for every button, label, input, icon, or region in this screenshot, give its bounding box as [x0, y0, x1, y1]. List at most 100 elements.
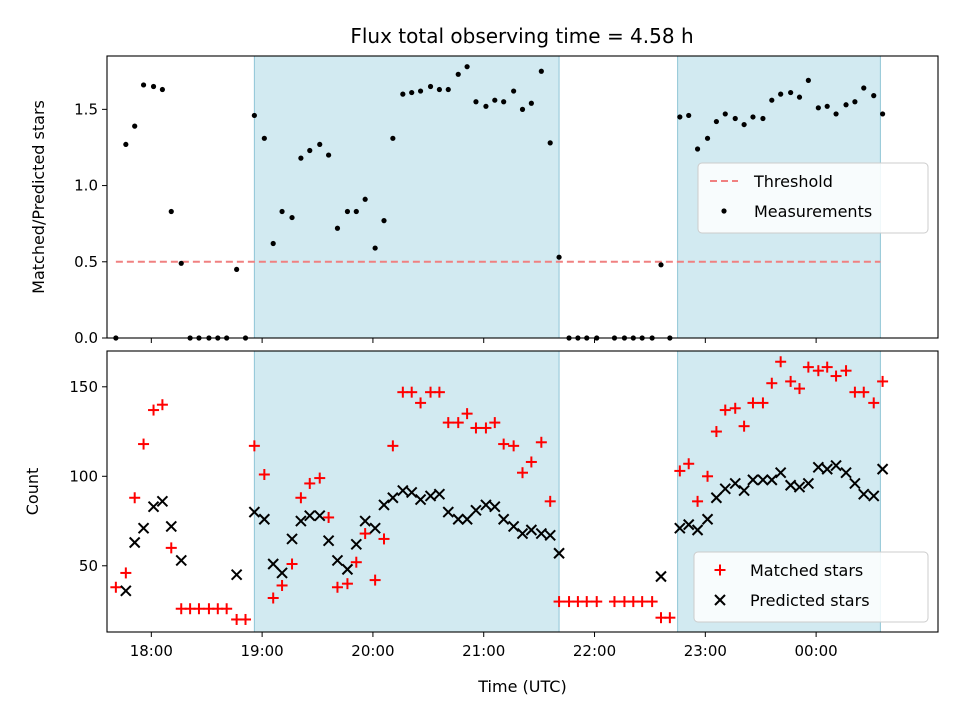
data-point [258, 468, 270, 480]
x-tick-label: 21:00 [462, 642, 505, 660]
data-point [298, 155, 304, 161]
data-point [516, 527, 529, 540]
data-point [775, 356, 787, 368]
data-point [230, 569, 243, 581]
data-point [436, 86, 442, 93]
data-point [414, 493, 427, 506]
data-point [483, 103, 489, 109]
data-point [276, 579, 288, 591]
legend-box [697, 162, 929, 234]
observing-window-band [253, 350, 560, 633]
data-point [861, 85, 867, 91]
data-point [461, 408, 473, 420]
data-point [314, 509, 326, 522]
data-point [880, 111, 886, 117]
data-point [378, 499, 390, 511]
data-point [258, 513, 271, 525]
ratio-legend: Threshold Measurements [697, 162, 929, 234]
data-point [387, 440, 399, 452]
data-point [738, 420, 750, 432]
data-point [417, 88, 424, 94]
data-point [840, 365, 852, 377]
data-point [713, 118, 720, 125]
data-point [796, 94, 803, 100]
data-point [409, 89, 415, 96]
data-point [334, 225, 341, 231]
legend-marker [714, 564, 726, 576]
x-tick-label: 22:00 [573, 642, 616, 660]
y-tick-label: 0.0 [74, 329, 98, 347]
y-tick-label: 1.5 [74, 100, 98, 118]
data-point [760, 115, 766, 122]
data-point [732, 115, 738, 122]
count-panel: 18:00 19:00 20:00 21:00 22:00 23:00 00:00 50 10… [23, 350, 939, 696]
data-point [289, 214, 295, 221]
ratio-panel: 0.0 0.5 1.0 1.5 Matched/Predicted stars Thr… [29, 55, 939, 347]
data-point [322, 535, 335, 547]
data-point [719, 404, 731, 416]
data-point [821, 361, 833, 373]
x-tick-label: 23:00 [684, 642, 727, 660]
data-point [314, 472, 326, 484]
data-point [750, 114, 756, 120]
data-point [178, 260, 184, 266]
data-point [511, 88, 517, 94]
data-point [553, 547, 565, 559]
data-point [128, 536, 141, 549]
data-point [710, 492, 723, 504]
data-point [815, 105, 821, 111]
data-point [455, 71, 461, 77]
data-point [251, 112, 257, 119]
data-point [344, 208, 351, 215]
data-point [774, 466, 787, 479]
data-point [802, 361, 814, 373]
data-point [137, 522, 150, 534]
data-point [433, 488, 446, 500]
data-point [390, 135, 396, 141]
count-legend: Matched stars Predicted stars [693, 551, 929, 623]
data-point [729, 402, 741, 414]
data-point [175, 554, 187, 567]
count-y-axis: 50 100 150 [69, 378, 107, 575]
data-point [497, 513, 510, 525]
legend-label: Measurements [754, 202, 872, 221]
data-point [424, 490, 437, 502]
data-point [159, 86, 165, 93]
data-point [769, 97, 775, 103]
data-point [304, 477, 316, 489]
data-point [778, 91, 784, 97]
data-point [683, 458, 695, 470]
data-point [359, 515, 371, 527]
data-point [686, 112, 692, 119]
data-point [535, 436, 547, 448]
data-point [868, 490, 880, 502]
data-point [276, 567, 288, 579]
data-point [489, 417, 501, 429]
data-point [812, 365, 824, 377]
data-point [362, 196, 368, 202]
data-point [658, 262, 664, 268]
data-point [701, 513, 714, 525]
data-point [646, 596, 658, 608]
data-point [405, 486, 418, 499]
data-point [341, 578, 353, 590]
data-point [608, 596, 620, 608]
data-point [123, 141, 129, 148]
data-point [406, 386, 418, 398]
data-point [129, 492, 141, 504]
data-point [738, 484, 750, 497]
data-point [138, 438, 150, 450]
data-point [871, 93, 877, 99]
observing-window-band [253, 55, 560, 339]
data-point [353, 208, 359, 215]
data-point [248, 440, 260, 452]
count-x-axis: 18:00 19:00 20:00 21:00 22:00 23:00 00:00 [130, 632, 838, 660]
data-point [165, 520, 177, 533]
legend-label: Predicted stars [750, 591, 870, 610]
data-point [381, 218, 387, 224]
data-point [824, 103, 830, 109]
x-tick-label: 19:00 [241, 642, 284, 660]
data-point [840, 466, 852, 479]
data-point [794, 383, 805, 395]
